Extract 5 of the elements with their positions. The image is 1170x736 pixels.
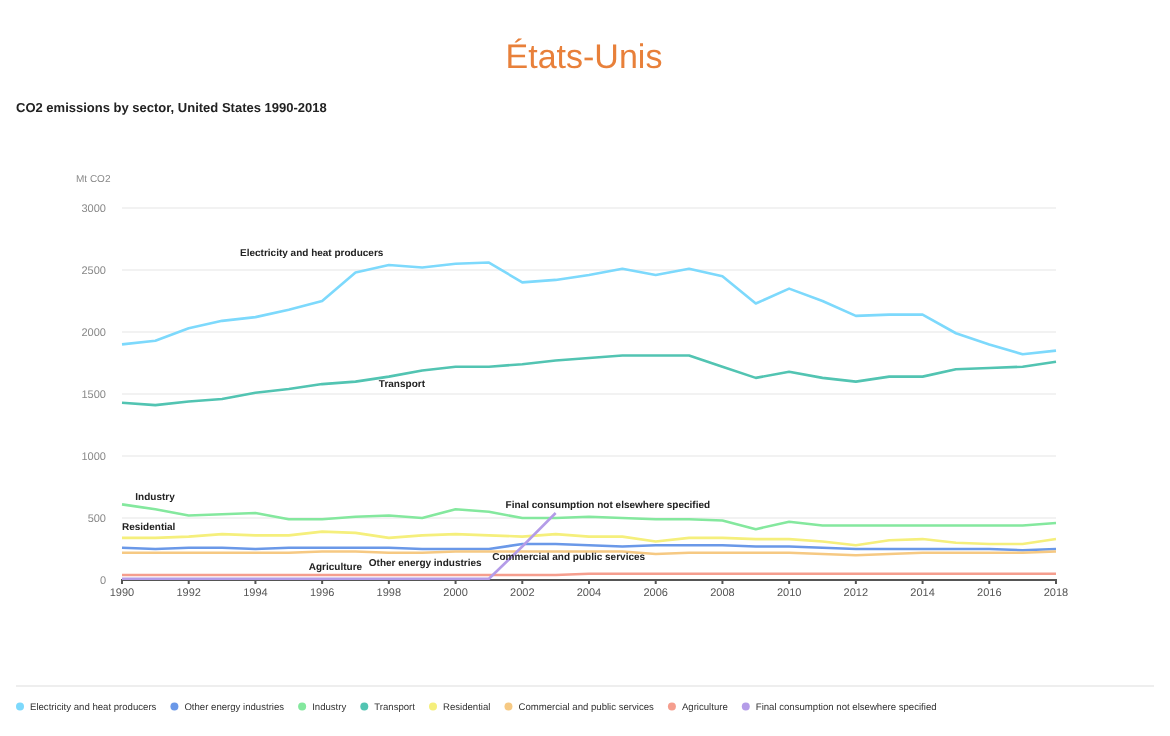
line-series bbox=[120, 354, 1058, 407]
chart-title: États-Unis bbox=[505, 38, 663, 76]
line-series bbox=[120, 503, 1058, 531]
line-series bbox=[120, 530, 1058, 547]
line-series bbox=[120, 261, 1058, 356]
